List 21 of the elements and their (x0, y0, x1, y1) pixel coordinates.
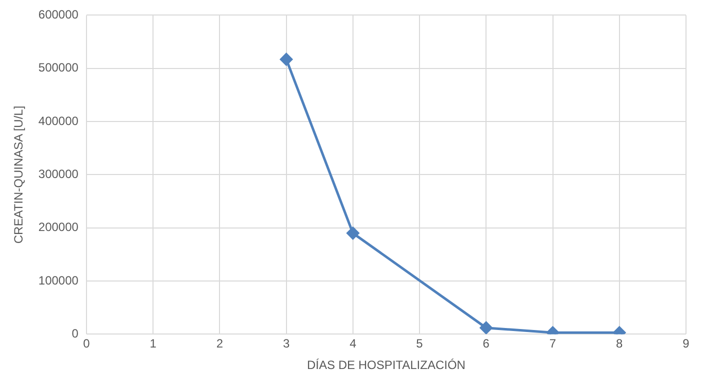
y-tick-label: 200000 (38, 220, 79, 234)
y-tick-label: 100000 (38, 273, 79, 288)
x-tick-label: 5 (416, 336, 424, 351)
x-tick-label: 4 (350, 336, 357, 351)
point (346, 226, 360, 240)
y-tick-label: 500000 (38, 60, 79, 75)
x-tick-label: 0 (83, 336, 90, 351)
x-tick-label: 9 (682, 336, 690, 351)
y-tick-label: 300000 (38, 167, 79, 182)
x-tick-label: 3 (282, 336, 290, 351)
y-tick-label: 0 (72, 326, 79, 341)
x-tick-label: 2 (216, 336, 224, 351)
x-tick-label: 6 (482, 336, 490, 351)
x-tick-label: 7 (549, 336, 556, 351)
y-axis-title: CREATIN-QUINASA [U/L] (12, 106, 26, 244)
y-tick-label: 400000 (38, 114, 79, 128)
point (280, 53, 293, 66)
x-axis-title: DÍAS DE HOSPITALIZACIÓN (306, 358, 466, 372)
y-tick-label: 600000 (38, 8, 79, 22)
x-tick-label: 8 (616, 336, 624, 351)
x-tick-label: 1 (150, 336, 157, 351)
